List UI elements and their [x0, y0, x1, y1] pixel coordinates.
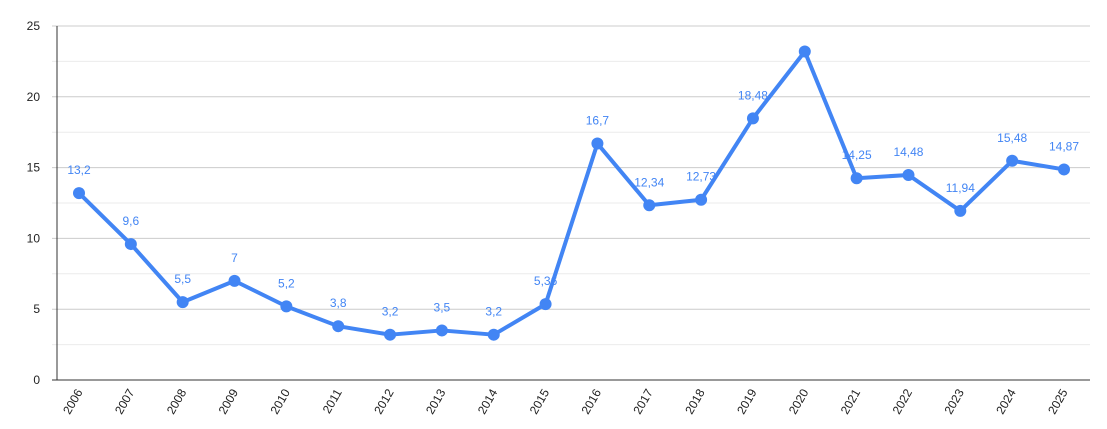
value-label: 5,36: [534, 274, 558, 288]
y-tick-label: 15: [27, 161, 41, 175]
point: [280, 300, 293, 313]
x-tick-label: 2022: [890, 386, 916, 416]
value-label: 5,5: [174, 272, 191, 286]
value-label: 11,94: [946, 181, 975, 195]
x-tick-label: 2018: [682, 386, 708, 416]
value-label: 16,7: [586, 114, 610, 128]
point: [124, 238, 137, 251]
value-label: 3,8: [330, 296, 347, 310]
x-tick-label: 2017: [630, 386, 656, 416]
value-label: 3,5: [434, 300, 451, 314]
x-tick-label: 2023: [941, 386, 967, 416]
x-tick-label: 2014: [475, 386, 501, 416]
point: [332, 320, 345, 333]
value-label: 12,73: [686, 170, 716, 184]
point: [176, 296, 189, 309]
value-label: 12,34: [634, 175, 664, 189]
x-tick-label: 2011: [320, 386, 345, 416]
x-tick-label: 2020: [786, 386, 812, 416]
value-label: 14,87: [1049, 139, 1079, 153]
value-label: 3,2: [485, 305, 502, 319]
value-label: 5,2: [278, 276, 295, 290]
x-tick-label: 2021: [838, 386, 864, 416]
value-label: 15,48: [997, 131, 1027, 145]
point: [73, 187, 85, 200]
point: [384, 328, 397, 341]
x-tick-label: 2015: [527, 386, 553, 416]
value-label: 14,25: [842, 148, 872, 162]
value-label: 7: [231, 251, 238, 265]
x-tick-label: 2006: [60, 386, 86, 416]
x-tick-label: 2009: [216, 386, 242, 416]
x-tick-label: 2019: [734, 386, 760, 416]
value-label: 14,48: [893, 145, 923, 159]
point: [643, 199, 656, 212]
point: [746, 112, 759, 125]
x-tick-label: 2013: [423, 386, 449, 416]
x-tick-label: 2008: [164, 386, 190, 416]
point: [902, 168, 915, 181]
point: [954, 204, 967, 217]
point: [487, 328, 500, 341]
point: [1006, 154, 1019, 167]
x-tick-label: 2025: [1045, 386, 1071, 416]
point: [591, 137, 604, 150]
value-label: 3,2: [382, 305, 399, 319]
y-tick-label: 5: [33, 302, 40, 316]
y-tick-label: 25: [27, 19, 41, 33]
point: [695, 193, 708, 206]
x-tick-label: 2007: [112, 386, 138, 416]
point: [539, 298, 552, 311]
x-tick-label: 2024: [993, 386, 1019, 416]
y-tick-label: 0: [33, 373, 40, 387]
value-label: 9,6: [122, 214, 139, 228]
line: [77, 49, 1065, 337]
point: [435, 324, 448, 337]
point: [1058, 163, 1070, 176]
point: [228, 274, 241, 287]
x-tick-label: 2010: [267, 386, 293, 416]
point: [798, 45, 811, 58]
value-label: 13,2: [67, 163, 91, 177]
x-tick-label: 2016: [579, 386, 605, 416]
y-tick-label: 10: [27, 231, 41, 245]
y-tick-label: 20: [27, 90, 41, 104]
point: [850, 172, 863, 185]
x-tick-label: 2012: [371, 386, 397, 416]
value-label: 18,48: [738, 88, 768, 102]
